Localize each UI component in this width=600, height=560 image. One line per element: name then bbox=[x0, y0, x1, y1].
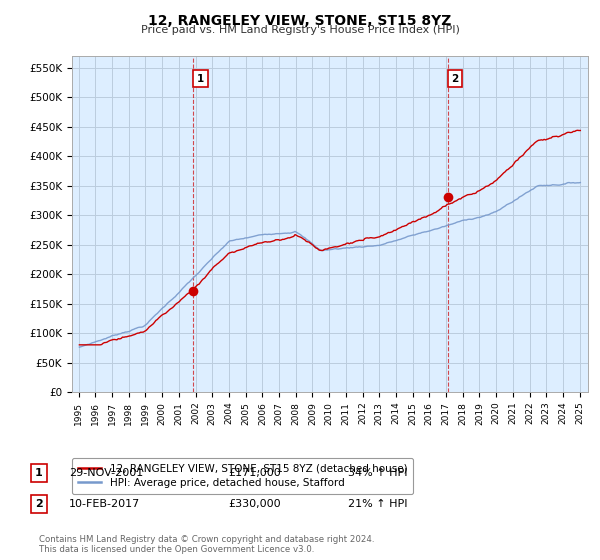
Text: 21% ↑ HPI: 21% ↑ HPI bbox=[348, 499, 407, 509]
Text: 1: 1 bbox=[35, 468, 43, 478]
Text: 2: 2 bbox=[35, 499, 43, 509]
Text: £330,000: £330,000 bbox=[228, 499, 281, 509]
Text: Contains HM Land Registry data © Crown copyright and database right 2024.
This d: Contains HM Land Registry data © Crown c… bbox=[39, 535, 374, 554]
Text: 1: 1 bbox=[197, 74, 204, 83]
Text: 29-NOV-2001: 29-NOV-2001 bbox=[69, 468, 143, 478]
Text: 10-FEB-2017: 10-FEB-2017 bbox=[69, 499, 140, 509]
Text: £171,000: £171,000 bbox=[228, 468, 281, 478]
Text: 12, RANGELEY VIEW, STONE, ST15 8YZ: 12, RANGELEY VIEW, STONE, ST15 8YZ bbox=[148, 14, 452, 28]
Text: 34% ↑ HPI: 34% ↑ HPI bbox=[348, 468, 407, 478]
Text: 2: 2 bbox=[451, 74, 459, 83]
Legend: 12, RANGELEY VIEW, STONE, ST15 8YZ (detached house), HPI: Average price, detache: 12, RANGELEY VIEW, STONE, ST15 8YZ (deta… bbox=[72, 458, 413, 494]
Text: Price paid vs. HM Land Registry's House Price Index (HPI): Price paid vs. HM Land Registry's House … bbox=[140, 25, 460, 35]
